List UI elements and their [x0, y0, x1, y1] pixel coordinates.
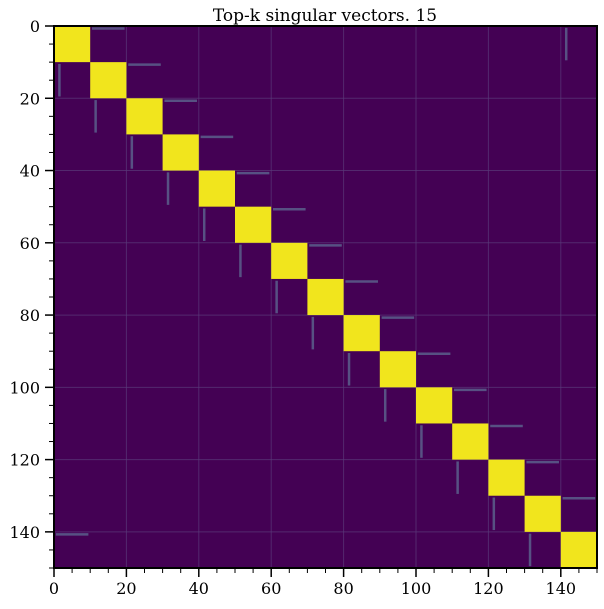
diagonal-block — [488, 459, 525, 496]
x-tick-label: 80 — [333, 579, 353, 598]
y-axis: 0 20 40 60 80 100 120 140 — [9, 17, 54, 569]
x-tick-label: 60 — [261, 579, 281, 598]
x-tick-label: 120 — [473, 579, 504, 598]
diagonal-block — [235, 206, 272, 243]
diagonal-block — [343, 315, 380, 352]
x-tick-label: 20 — [116, 579, 136, 598]
x-tick-label: 100 — [401, 579, 432, 598]
diagonal-block — [524, 495, 561, 532]
plot-area — [53, 25, 598, 569]
y-tick-label: 40 — [20, 162, 40, 181]
y-tick-label: 60 — [20, 234, 40, 253]
diagonal-block — [126, 98, 163, 135]
diagonal-block — [452, 423, 489, 460]
diagonal-block — [90, 62, 127, 99]
x-tick-label: 140 — [546, 579, 577, 598]
diagonal-block — [271, 242, 308, 279]
x-tick-label: 0 — [49, 579, 59, 598]
y-tick-label: 140 — [9, 523, 40, 542]
y-tick-label: 120 — [9, 451, 40, 470]
x-tick-label: 40 — [189, 579, 209, 598]
chart-title: Top-k singular vectors. 15 — [213, 6, 437, 26]
diagonal-block — [560, 531, 597, 568]
diagonal-block — [162, 134, 199, 171]
diagonal-block — [54, 26, 91, 63]
y-tick-label: 20 — [20, 89, 40, 108]
y-tick-label: 100 — [9, 378, 40, 397]
y-tick-label: 0 — [30, 17, 40, 36]
x-axis: 0 20 40 60 80 100 120 140 — [49, 568, 598, 598]
diagonal-block — [379, 351, 416, 388]
diagonal-block — [416, 387, 453, 424]
diagonal-block — [307, 278, 344, 316]
diagonal-block — [198, 170, 235, 207]
y-tick-label: 80 — [20, 306, 40, 325]
